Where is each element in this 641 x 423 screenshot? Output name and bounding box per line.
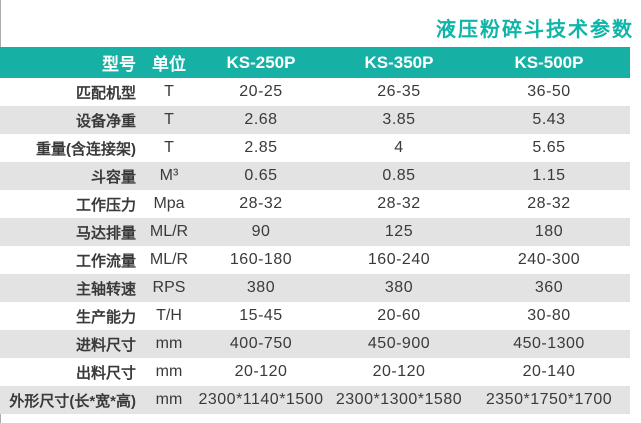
- header-ks350p: KS-350P: [364, 52, 434, 72]
- table-row: 主轴转速 RPS 380 380 360: [0, 274, 630, 302]
- table-row: 匹配机型 T 20-25 26-35 36-50: [0, 78, 630, 106]
- table-row: 工作压力 Mpa 28-32 28-32 28-32: [0, 190, 630, 218]
- value-cell: 28-32: [377, 195, 421, 212]
- value-cell: 26-35: [377, 83, 421, 100]
- value-cell: 20-120: [372, 363, 426, 380]
- table-row: 马达排量 ML/R 90 125 180: [0, 218, 630, 246]
- value-cell: 240-300: [517, 251, 581, 268]
- table-row: 外形尺寸(长*宽*高) mm 2300*1140*1500 2300*1300*…: [0, 386, 630, 414]
- row-label: 生产能力: [75, 308, 136, 326]
- row-label: 设备净重: [75, 112, 136, 130]
- value-cell: 5.43: [532, 111, 566, 128]
- table-row: 斗容量 M³ 0.65 0.85 1.15: [0, 162, 630, 190]
- unit-cell: ML/R: [149, 223, 189, 240]
- row-label: 工作压力: [75, 196, 136, 214]
- unit-cell: mm: [155, 391, 183, 408]
- table-row: 设备净重 T 2.68 3.85 5.43: [0, 106, 630, 134]
- value-cell: 2350*1750*1700: [485, 391, 613, 408]
- value-cell: 3.85: [382, 111, 416, 128]
- table-header-row: 型号 单位 KS-250P KS-350P KS-500P: [0, 47, 630, 78]
- table-row: 进料尺寸 mm 400-750 450-900 450-1300: [0, 330, 630, 358]
- row-label: 马达排量: [75, 224, 136, 242]
- spec-table: 型号 单位 KS-250P KS-350P KS-500P 匹配机型 T 20-…: [0, 47, 630, 414]
- value-cell: 360: [534, 279, 564, 296]
- value-cell: 20-120: [234, 363, 288, 380]
- value-cell: 2.85: [244, 139, 278, 156]
- value-cell: 450-1300: [513, 335, 585, 352]
- value-cell: 180: [534, 223, 564, 240]
- header-model: 型号: [102, 55, 136, 74]
- value-cell: 5.65: [532, 139, 566, 156]
- value-cell: 28-32: [527, 195, 571, 212]
- row-label: 出料尺寸: [75, 364, 136, 382]
- value-cell: 36-50: [527, 83, 571, 100]
- value-cell: 4: [394, 139, 404, 156]
- value-cell: 28-32: [239, 195, 283, 212]
- row-label: 匹配机型: [75, 84, 136, 102]
- header-unit: 单位: [152, 55, 186, 74]
- value-cell: 1.15: [532, 167, 566, 184]
- value-cell: 125: [384, 223, 414, 240]
- value-cell: 450-900: [367, 335, 431, 352]
- value-cell: 20-140: [522, 363, 576, 380]
- header-ks500p: KS-500P: [514, 52, 584, 72]
- unit-cell: T: [164, 139, 174, 156]
- row-label: 工作流量: [75, 252, 136, 270]
- value-cell: 380: [384, 279, 414, 296]
- unit-cell: M³: [159, 167, 179, 184]
- unit-cell: RPS: [152, 279, 186, 296]
- row-label: 进料尺寸: [75, 336, 136, 354]
- value-cell: 2.68: [244, 111, 278, 128]
- unit-cell: Mpa: [153, 195, 185, 212]
- row-label: 斗容量: [90, 168, 136, 186]
- value-cell: 20-60: [377, 307, 421, 324]
- unit-cell: mm: [155, 363, 183, 380]
- value-cell: 160-180: [229, 251, 293, 268]
- unit-cell: T: [164, 111, 174, 128]
- value-cell: 30-80: [527, 307, 571, 324]
- value-cell: 0.85: [382, 167, 416, 184]
- unit-cell: T/H: [156, 307, 182, 324]
- value-cell: 15-45: [239, 307, 283, 324]
- row-label: 主轴转速: [75, 280, 136, 298]
- header-ks250p: KS-250P: [226, 52, 296, 72]
- value-cell: 2300*1300*1580: [335, 391, 463, 408]
- value-cell: 160-240: [367, 251, 431, 268]
- row-label: 重量(含连接架): [36, 140, 136, 158]
- value-cell: 0.65: [244, 167, 278, 184]
- value-cell: 400-750: [229, 335, 293, 352]
- value-cell: 20-25: [239, 83, 283, 100]
- table-row: 生产能力 T/H 15-45 20-60 30-80: [0, 302, 630, 330]
- table-row: 出料尺寸 mm 20-120 20-120 20-140: [0, 358, 630, 386]
- value-cell: 380: [246, 279, 276, 296]
- value-cell: 2300*1140*1500: [198, 391, 324, 408]
- table-row: 重量(含连接架) T 2.85 4 5.65: [0, 134, 630, 162]
- value-cell: 90: [251, 223, 271, 240]
- unit-cell: T: [164, 83, 174, 100]
- unit-cell: ML/R: [149, 251, 189, 268]
- unit-cell: mm: [155, 335, 183, 352]
- row-label: 外形尺寸(长*宽*高): [9, 392, 136, 410]
- page-title: 液压粉碎斗技术参数: [436, 19, 634, 41]
- table-row: 工作流量 ML/R 160-180 160-240 240-300: [0, 246, 630, 274]
